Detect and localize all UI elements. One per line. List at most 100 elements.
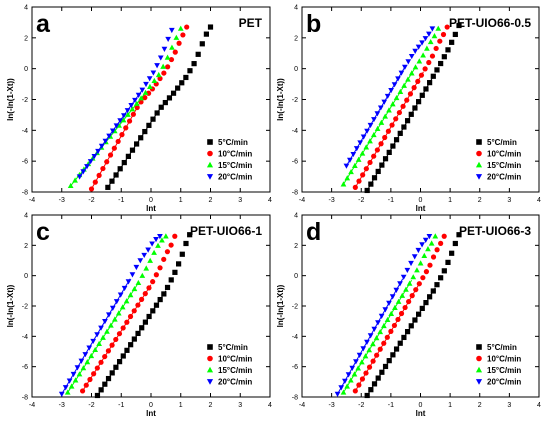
data-point bbox=[395, 316, 401, 323]
x-tick-label: 4 bbox=[268, 402, 272, 409]
y-tick-label: -2 bbox=[292, 97, 298, 104]
x-tick-label: -4 bbox=[299, 197, 305, 204]
legend-label: 10°C/min bbox=[487, 355, 521, 364]
legend-marker bbox=[476, 139, 482, 145]
data-point bbox=[159, 237, 165, 243]
data-point bbox=[408, 70, 415, 76]
data-point bbox=[370, 358, 376, 364]
data-point bbox=[154, 63, 160, 69]
legend-label: 5°C/min bbox=[218, 343, 248, 352]
data-point bbox=[388, 88, 394, 94]
legend-label: 5°C/min bbox=[218, 138, 248, 147]
data-point bbox=[363, 370, 369, 376]
data-point bbox=[412, 64, 419, 70]
data-point bbox=[389, 294, 396, 300]
data-point bbox=[154, 110, 160, 116]
data-point bbox=[127, 292, 134, 298]
data-point bbox=[401, 124, 407, 130]
data-point bbox=[142, 291, 148, 297]
legend-marker bbox=[475, 174, 483, 180]
data-point bbox=[162, 99, 168, 106]
data-point bbox=[135, 92, 142, 99]
data-point bbox=[362, 353, 369, 359]
data-point bbox=[91, 371, 97, 377]
data-point bbox=[106, 312, 112, 318]
data-point bbox=[113, 299, 120, 305]
data-point bbox=[161, 256, 167, 262]
data-point bbox=[164, 54, 171, 60]
data-point bbox=[384, 93, 391, 100]
x-tick-label: -3 bbox=[329, 197, 335, 204]
data-point bbox=[420, 52, 426, 58]
data-point bbox=[393, 346, 400, 352]
data-point bbox=[155, 242, 161, 248]
series-0 bbox=[94, 232, 193, 399]
data-point bbox=[90, 338, 97, 345]
y-tick-label: 2 bbox=[24, 243, 28, 250]
data-point bbox=[393, 116, 399, 122]
data-point bbox=[117, 118, 124, 124]
x-tick-label: -4 bbox=[29, 197, 35, 204]
data-point bbox=[84, 164, 90, 170]
series-3 bbox=[58, 234, 163, 397]
legend-marker bbox=[475, 379, 483, 385]
data-point bbox=[356, 352, 363, 358]
data-point bbox=[417, 260, 424, 266]
data-point bbox=[375, 320, 381, 326]
data-point bbox=[149, 241, 155, 247]
data-point bbox=[398, 70, 405, 76]
y-axis-label: ln(-ln(1-Xt)) bbox=[276, 284, 285, 327]
legend-label: 5°C/min bbox=[487, 343, 517, 352]
data-point bbox=[147, 83, 153, 89]
data-point bbox=[95, 148, 101, 155]
data-point bbox=[386, 107, 392, 113]
data-point bbox=[68, 383, 75, 389]
data-point bbox=[399, 292, 406, 298]
x-tick-label: 3 bbox=[507, 197, 511, 204]
panel-c: -4 -3 -2 -1 0 1 2 3 4 -8 -6 -4 -2 0 2 4 lnt ln(-ln(1-Xt))… bbox=[6, 213, 272, 419]
series-3 bbox=[343, 26, 436, 169]
data-point bbox=[449, 250, 455, 256]
y-axis-label: ln(-ln(1-Xt)) bbox=[276, 78, 285, 121]
y-tick-label: -2 bbox=[22, 97, 28, 104]
data-point bbox=[157, 234, 163, 240]
legend-label: 10°C/min bbox=[487, 150, 521, 159]
y-tick-label: 2 bbox=[294, 35, 298, 42]
data-point bbox=[364, 128, 370, 134]
data-point bbox=[350, 151, 357, 158]
data-point bbox=[104, 159, 110, 165]
data-point bbox=[117, 292, 124, 298]
data-point bbox=[347, 377, 354, 383]
data-point bbox=[437, 38, 443, 44]
data-point bbox=[388, 310, 395, 316]
data-point bbox=[438, 275, 444, 281]
data-point bbox=[364, 339, 370, 345]
data-point bbox=[131, 285, 138, 292]
legend-label: 20°C/min bbox=[487, 173, 521, 182]
data-point bbox=[400, 103, 406, 109]
data-point bbox=[407, 91, 414, 97]
legend-label: 20°C/min bbox=[218, 378, 252, 387]
data-point bbox=[134, 104, 140, 111]
data-point bbox=[389, 122, 395, 128]
data-point bbox=[371, 175, 378, 181]
data-point bbox=[131, 308, 137, 314]
data-point bbox=[94, 365, 100, 371]
data-point bbox=[161, 46, 168, 52]
data-point bbox=[98, 387, 104, 393]
data-point bbox=[111, 145, 117, 151]
data-point bbox=[412, 317, 418, 323]
data-point bbox=[104, 328, 110, 334]
data-point bbox=[109, 305, 116, 311]
data-point bbox=[366, 347, 373, 353]
y-tick-label: -4 bbox=[22, 334, 28, 341]
data-point bbox=[120, 117, 127, 123]
data-point bbox=[441, 268, 447, 274]
data-point bbox=[408, 260, 414, 267]
data-point bbox=[441, 233, 447, 239]
data-point bbox=[344, 383, 351, 389]
x-tick-label: 1 bbox=[179, 402, 183, 409]
data-point bbox=[426, 31, 432, 37]
data-point bbox=[176, 40, 182, 46]
